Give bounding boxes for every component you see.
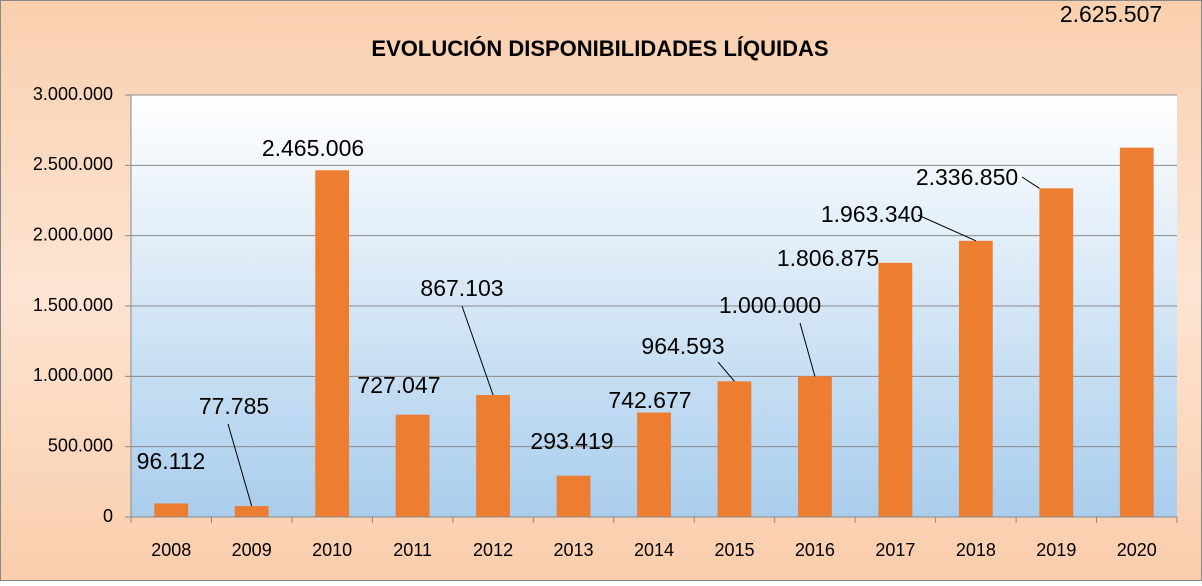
bar <box>878 262 913 517</box>
bar <box>958 240 993 518</box>
leader-line <box>717 361 735 382</box>
bar <box>234 506 269 517</box>
x-tick-label: 2010 <box>312 540 352 560</box>
y-tick-label: 1.500.000 <box>33 295 113 315</box>
leader-line <box>799 322 816 377</box>
leader-line <box>227 423 253 507</box>
x-tick-label: 2016 <box>795 540 835 560</box>
value-label: 727.047 <box>357 372 440 398</box>
y-tick-label: 500.000 <box>48 435 113 455</box>
x-tick-label: 2015 <box>714 540 754 560</box>
bar <box>798 376 832 517</box>
leader-line <box>917 214 977 242</box>
leader-line <box>1021 176 1040 189</box>
bar <box>154 503 189 517</box>
value-label: 2.465.006 <box>262 135 364 161</box>
bar <box>315 170 350 517</box>
value-label: 1.963.340 <box>821 201 923 227</box>
value-label: 2.625.507 <box>1060 1 1162 27</box>
x-tick-label: 2014 <box>634 540 674 560</box>
value-label: 2.336.850 <box>916 164 1018 190</box>
bar <box>476 395 510 517</box>
y-tick-label: 3.000.000 <box>33 84 113 104</box>
y-tick-label: 1.000.000 <box>33 365 113 385</box>
x-tick-label: 2011 <box>393 540 432 560</box>
bar <box>556 475 591 517</box>
x-tick-label: 2008 <box>151 540 191 560</box>
x-tick-label: 2018 <box>956 540 996 560</box>
value-label: 1.000.000 <box>719 292 821 318</box>
bar <box>637 412 671 517</box>
y-tick-label: 2.000.000 <box>33 224 113 244</box>
x-tick-label: 2019 <box>1036 540 1076 560</box>
value-label: 96.112 <box>137 448 206 474</box>
leader-line <box>461 305 494 396</box>
value-label: 964.593 <box>641 333 724 359</box>
value-label: 742.677 <box>608 387 691 413</box>
x-tick-label: 2017 <box>875 540 915 560</box>
chart-title: EVOLUCIÓN DISPONIBILIDADES LÍQUIDAS <box>371 36 828 61</box>
bar <box>395 414 430 517</box>
x-tick-label: 2012 <box>473 540 513 560</box>
y-tick-label: 2.500.000 <box>33 154 113 174</box>
bar <box>717 381 752 517</box>
x-tick-label: 2020 <box>1117 540 1157 560</box>
x-tick-label: 2009 <box>232 540 272 560</box>
x-tick-label: 2013 <box>554 540 594 560</box>
value-label: 293.419 <box>530 428 613 454</box>
value-label: 867.103 <box>420 275 503 301</box>
y-tick-label: 0 <box>103 506 113 526</box>
value-label: 77.785 <box>199 393 269 419</box>
value-label: 1.806.875 <box>777 245 879 271</box>
bar <box>1119 147 1154 517</box>
bar <box>1039 188 1074 518</box>
